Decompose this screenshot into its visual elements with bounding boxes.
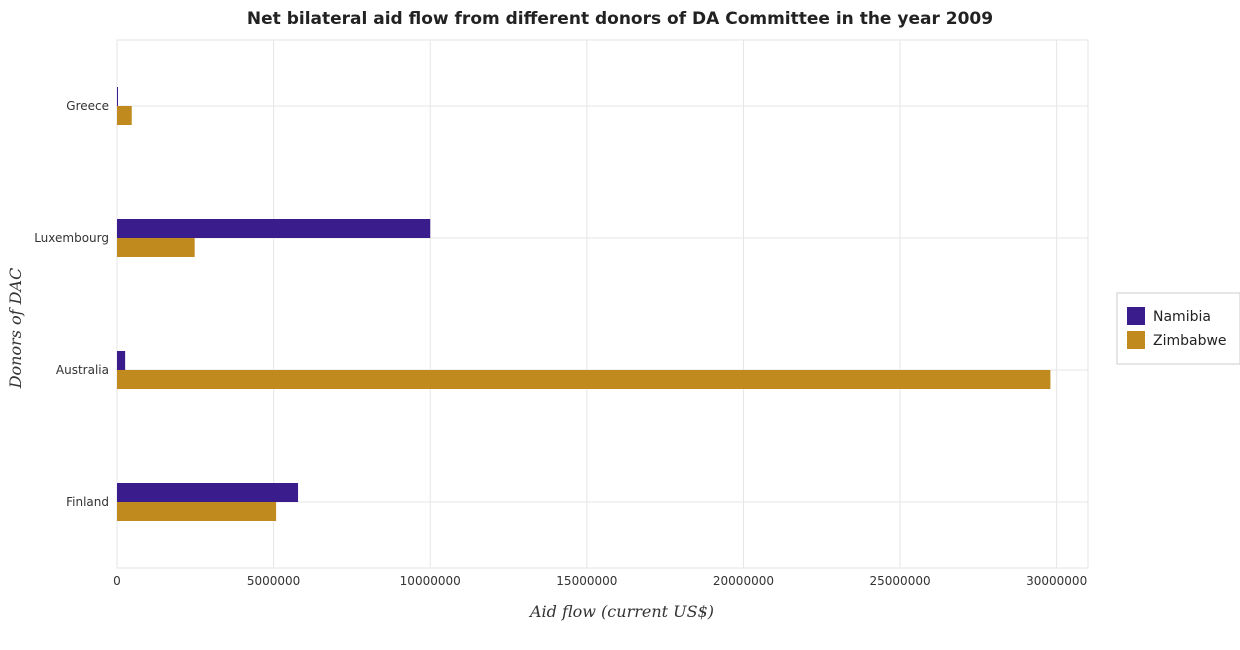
x-tick-label: 20000000 [713,574,774,588]
bar-namibia-australia [117,351,126,370]
ticks: 0 5000000 10000000 15000000 20000000 25000000… [34,99,1087,588]
bar-zimbabwe-australia [117,370,1051,389]
bar-namibia-luxembourg [117,219,431,238]
x-tick-label: 15000000 [556,574,617,588]
x-tick-label: 10000000 [400,574,461,588]
legend-label: Namibia [1153,309,1211,325]
legend-box [1116,292,1240,365]
bar-zimbabwe-finland [117,502,277,521]
x-tick-label: 5000000 [247,574,300,588]
plot-frame [116,39,1089,569]
y-tick-label: Finland [66,495,109,509]
x-tick-label: 30000000 [1026,574,1087,588]
legend-swatch [1127,331,1145,349]
bar-namibia-greece [117,87,118,106]
y-axis-label: Donors of DAC [6,268,25,390]
legend-label: Zimbabwe [1153,333,1227,349]
y-tick-label: Luxembourg [34,231,109,245]
y-tick-label: Greece [66,99,109,113]
legend-swatch [1127,307,1145,325]
legend: Namibia Zimbabwe [1116,292,1240,365]
bar-zimbabwe-greece [117,106,132,125]
x-tick-label: 25000000 [870,574,931,588]
x-tick-label: 0 [113,574,121,588]
chart-title: Net bilateral aid flow from different do… [247,9,993,29]
bar-namibia-finland [117,483,299,502]
x-axis-label: Aid flow (current US$) [528,602,714,621]
y-tick-label: Australia [56,363,109,377]
bar-zimbabwe-luxembourg [117,238,195,257]
bars [117,87,1051,521]
